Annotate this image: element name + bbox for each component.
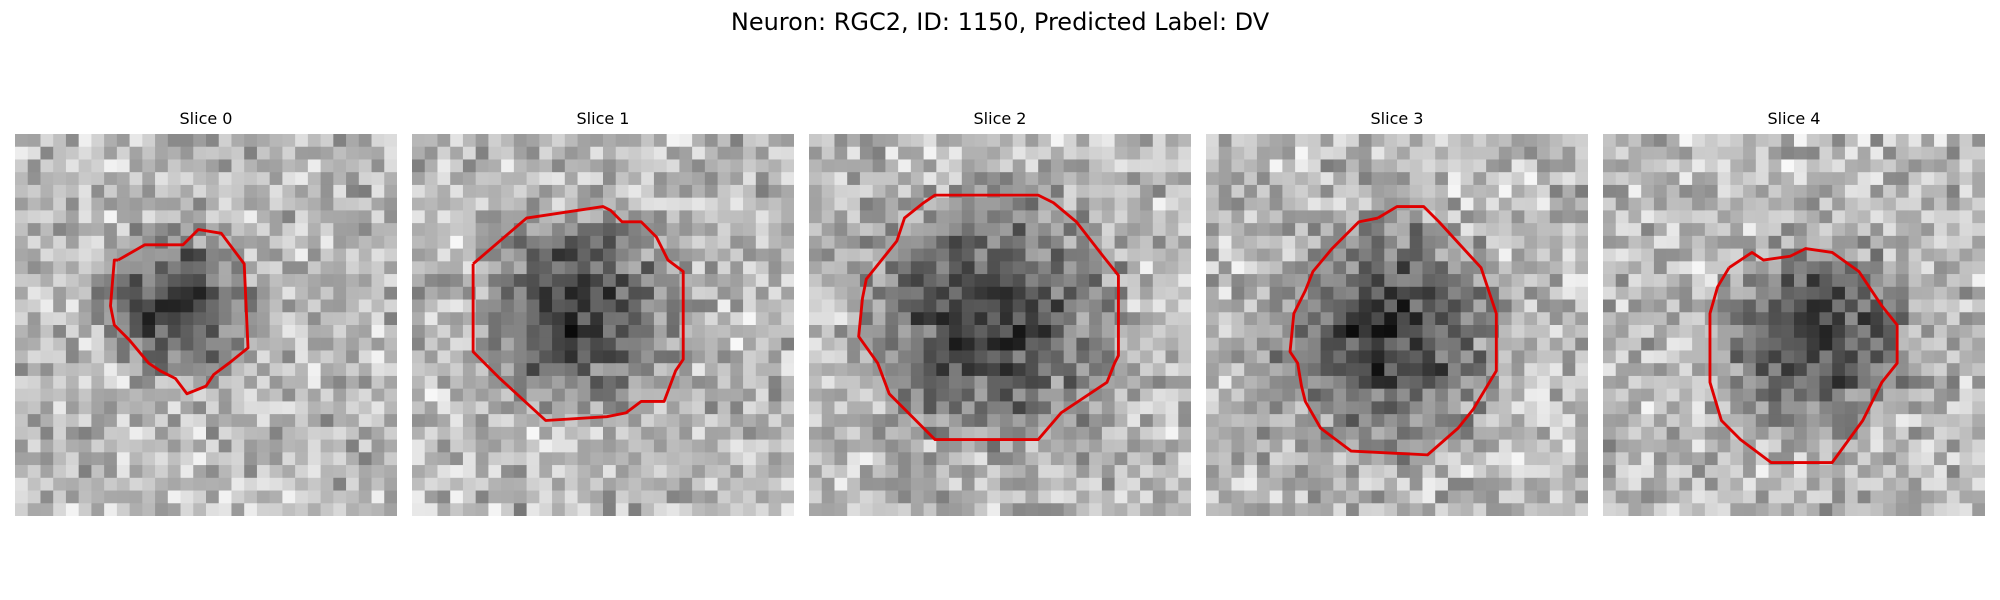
slice-title: Slice 4 bbox=[1767, 109, 1821, 128]
slice-panel: Slice 2 bbox=[809, 108, 1191, 516]
pixel-grid bbox=[412, 134, 794, 516]
pixel-grid bbox=[15, 134, 397, 516]
slice-image bbox=[1603, 134, 1985, 516]
segmentation-contour bbox=[1708, 247, 1899, 464]
slice-panel: Slice 4 bbox=[1603, 108, 1985, 516]
slice-panel: Slice 3 bbox=[1206, 108, 1588, 516]
pixel-grid bbox=[809, 134, 1191, 516]
pixel-grid bbox=[1206, 134, 1588, 516]
slice-title: Slice 1 bbox=[576, 109, 630, 128]
slice-image bbox=[809, 134, 1191, 516]
slice-title: Slice 3 bbox=[1370, 109, 1424, 128]
segmentation-contour bbox=[857, 193, 1120, 442]
segmentation-contour bbox=[471, 205, 685, 422]
pixel-grid bbox=[1603, 134, 1985, 516]
segmentation-contour bbox=[1288, 205, 1498, 457]
figure-title: Neuron: RGC2, ID: 1150, Predicted Label:… bbox=[730, 8, 1270, 36]
slice-image bbox=[412, 134, 794, 516]
slice-image bbox=[15, 134, 397, 516]
slice-title: Slice 0 bbox=[179, 109, 233, 128]
slice-panel: Slice 0 bbox=[15, 108, 397, 516]
slice-title: Slice 2 bbox=[973, 109, 1027, 128]
segmentation-contour bbox=[109, 228, 250, 396]
slice-image bbox=[1206, 134, 1588, 516]
slice-panel: Slice 1 bbox=[412, 108, 794, 516]
